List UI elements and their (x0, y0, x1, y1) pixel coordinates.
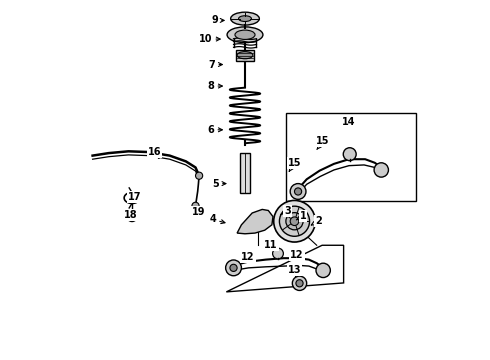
Ellipse shape (239, 16, 251, 22)
Ellipse shape (237, 51, 253, 59)
Ellipse shape (235, 30, 255, 40)
Text: 9: 9 (211, 15, 224, 26)
Text: 6: 6 (208, 125, 222, 135)
Ellipse shape (316, 263, 330, 278)
Ellipse shape (274, 201, 315, 242)
Ellipse shape (127, 212, 137, 222)
Text: 17: 17 (128, 192, 141, 202)
Text: 10: 10 (199, 34, 220, 44)
Ellipse shape (196, 172, 203, 179)
Text: 1: 1 (296, 211, 306, 221)
Text: 19: 19 (193, 207, 206, 217)
Text: 8: 8 (207, 81, 222, 91)
Text: 15: 15 (317, 136, 330, 149)
Ellipse shape (343, 148, 356, 161)
Text: 14: 14 (342, 117, 355, 127)
Ellipse shape (290, 184, 306, 199)
Text: 3: 3 (280, 206, 291, 216)
Ellipse shape (374, 163, 389, 177)
Bar (236, 50, 254, 60)
Ellipse shape (231, 12, 259, 25)
Text: 15: 15 (288, 158, 301, 171)
Text: 7: 7 (209, 59, 222, 69)
Polygon shape (226, 245, 343, 292)
Ellipse shape (296, 280, 303, 287)
Ellipse shape (286, 213, 303, 230)
Ellipse shape (272, 248, 283, 259)
Text: 2: 2 (311, 216, 322, 226)
Text: 4: 4 (209, 215, 225, 224)
Ellipse shape (225, 260, 242, 276)
Bar (286, 113, 416, 201)
Ellipse shape (227, 27, 263, 42)
Ellipse shape (294, 188, 302, 195)
Ellipse shape (230, 264, 237, 271)
Bar (240, 153, 250, 193)
Text: 12: 12 (241, 252, 255, 262)
Ellipse shape (293, 276, 307, 291)
Text: 12: 12 (290, 250, 304, 260)
Ellipse shape (279, 206, 310, 236)
Polygon shape (237, 210, 273, 234)
Text: 16: 16 (148, 147, 161, 158)
Ellipse shape (192, 202, 199, 210)
Ellipse shape (290, 217, 299, 226)
Text: 11: 11 (264, 240, 277, 250)
Text: 18: 18 (124, 210, 138, 220)
Text: 5: 5 (212, 179, 226, 189)
Text: 13: 13 (288, 265, 301, 276)
